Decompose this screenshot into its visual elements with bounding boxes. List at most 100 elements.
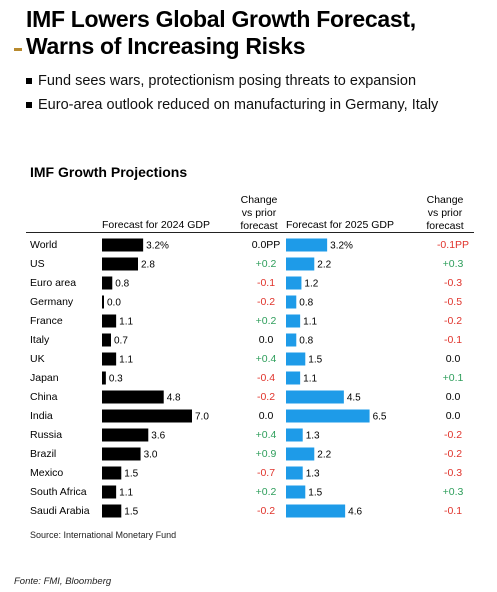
change-2024-label: -0.2 xyxy=(257,296,275,308)
header-line-text: forecast xyxy=(240,220,278,232)
change-2025-label: -0.2 xyxy=(444,315,462,327)
change-2025-label: 0.0 xyxy=(446,410,461,422)
bar-2025 xyxy=(286,485,306,499)
data-label-2025: 1.1 xyxy=(303,374,317,385)
data-label-2025: 1.3 xyxy=(306,469,320,480)
data-label-2024: 7.0 xyxy=(195,412,209,423)
accent-dash xyxy=(14,48,22,51)
change-2025-label: -0.3 xyxy=(444,277,462,289)
change-2025-label: 0.0 xyxy=(446,353,461,365)
bar-2025 xyxy=(286,371,301,385)
category-label: Germany xyxy=(30,296,74,308)
data-label-2024: 0.0 xyxy=(107,298,121,309)
bullet-text: Euro-area outlook reduced on manufacturi… xyxy=(38,97,439,113)
column-header-2025-gdp: Forecast for 2025 GDP xyxy=(286,219,394,231)
bar-2024 xyxy=(102,447,141,461)
category-label: France xyxy=(30,315,63,327)
bar-2025 xyxy=(286,352,306,366)
category-label: Euro area xyxy=(30,277,76,289)
bullet-text: Fund sees wars, protectionism posing thr… xyxy=(38,73,417,89)
bullet-square-icon xyxy=(26,102,32,108)
category-label: Italy xyxy=(30,334,50,346)
change-2025-label: +0.3 xyxy=(443,486,464,498)
data-label-2024: 1.5 xyxy=(124,507,138,518)
bar-2024 xyxy=(102,504,122,518)
bar-2024 xyxy=(102,276,113,290)
bullet-list: Fund sees wars, protectionism posing thr… xyxy=(26,69,491,117)
data-label-2024: 1.1 xyxy=(119,488,133,499)
category-label: UK xyxy=(30,353,45,365)
column-header-2024-gdp: Forecast for 2024 GDP xyxy=(102,219,210,231)
bar-2025 xyxy=(286,295,297,309)
bar-2025 xyxy=(286,276,302,290)
change-2024-label: 0.0 xyxy=(259,334,274,346)
category-label: Saudi Arabia xyxy=(30,505,90,517)
data-label-2025: 6.5 xyxy=(373,412,387,423)
source-note: Source: International Monetary Fund xyxy=(30,530,177,540)
data-label-2025: 4.6 xyxy=(348,507,362,518)
header-line-text: vs prior xyxy=(427,207,463,219)
data-label-2024: 3.0 xyxy=(144,450,158,461)
bar-2024 xyxy=(102,409,192,423)
change-2024-label: 0.0 xyxy=(259,410,274,422)
bar-2024 xyxy=(102,371,106,385)
data-label-2025: 1.1 xyxy=(303,317,317,328)
category-label: Mexico xyxy=(30,467,63,479)
change-2025-label: -0.1 xyxy=(444,334,462,346)
change-2024-label: -0.1 xyxy=(257,277,275,289)
data-label-2024: 0.7 xyxy=(114,336,128,347)
change-2024-label: +0.4 xyxy=(256,353,277,365)
bar-2025 xyxy=(286,257,315,271)
bar-2025 xyxy=(286,409,370,423)
change-2025-label: -0.1PP xyxy=(437,239,469,251)
chart-title: IMF Growth Projections xyxy=(30,164,188,180)
headline-line-2: Warns of Increasing Risks xyxy=(26,33,306,59)
header-line-text: vs prior xyxy=(241,207,277,219)
change-2025-label: -0.2 xyxy=(444,429,462,441)
data-label-2024: 4.8 xyxy=(167,393,181,404)
bar-2025 xyxy=(286,333,297,347)
change-2024-label: +0.9 xyxy=(256,448,277,460)
change-2025-label: -0.1 xyxy=(444,505,462,517)
data-label-2024: 0.3 xyxy=(109,374,123,385)
bar-2024 xyxy=(102,333,111,347)
bar-2025 xyxy=(286,447,315,461)
data-label-2024: 1.1 xyxy=(119,317,133,328)
image-credit: Fonte: FMI, Bloomberg xyxy=(14,576,112,587)
bar-2024 xyxy=(102,485,117,499)
category-label: World xyxy=(30,239,57,251)
change-2024-label: +0.4 xyxy=(256,429,277,441)
change-2024-label: -0.2 xyxy=(257,505,275,517)
change-2024-label: -0.2 xyxy=(257,391,275,403)
change-2024-label: +0.2 xyxy=(256,258,277,270)
bar-2024 xyxy=(102,352,117,366)
change-2025-label: +0.1 xyxy=(443,372,464,384)
bullet-square-icon xyxy=(26,78,32,84)
headline: IMF Lowers Global Growth Forecast, Warns… xyxy=(26,6,496,60)
data-label-2025: 1.5 xyxy=(308,488,322,499)
category-label: South Africa xyxy=(30,486,87,498)
data-label-2025: 3.2% xyxy=(330,241,353,252)
change-2025-label: +0.3 xyxy=(443,258,464,270)
data-label-2025: 4.5 xyxy=(347,393,361,404)
bar-2024 xyxy=(102,390,164,404)
data-label-2024: 1.5 xyxy=(124,469,138,480)
column-header-2024-change: Change vs prior forecast xyxy=(232,194,286,233)
data-label-2025: 0.8 xyxy=(299,298,313,309)
header-line-text: Change xyxy=(426,194,464,206)
bar-2025 xyxy=(286,428,303,442)
change-2025-label: -0.5 xyxy=(444,296,462,308)
header-line-text: Change xyxy=(240,194,278,206)
bar-2025 xyxy=(286,466,303,480)
change-2024-label: +0.2 xyxy=(256,315,277,327)
bar-2025 xyxy=(286,504,346,518)
change-2024-label: -0.4 xyxy=(257,372,275,384)
bar-2025 xyxy=(286,390,344,404)
data-label-2025: 1.5 xyxy=(308,355,322,366)
data-label-2024: 1.1 xyxy=(119,355,133,366)
change-2025-label: -0.2 xyxy=(444,448,462,460)
bar-2025 xyxy=(286,238,328,252)
bar-2024 xyxy=(102,257,138,271)
bar-2024 xyxy=(102,238,144,252)
